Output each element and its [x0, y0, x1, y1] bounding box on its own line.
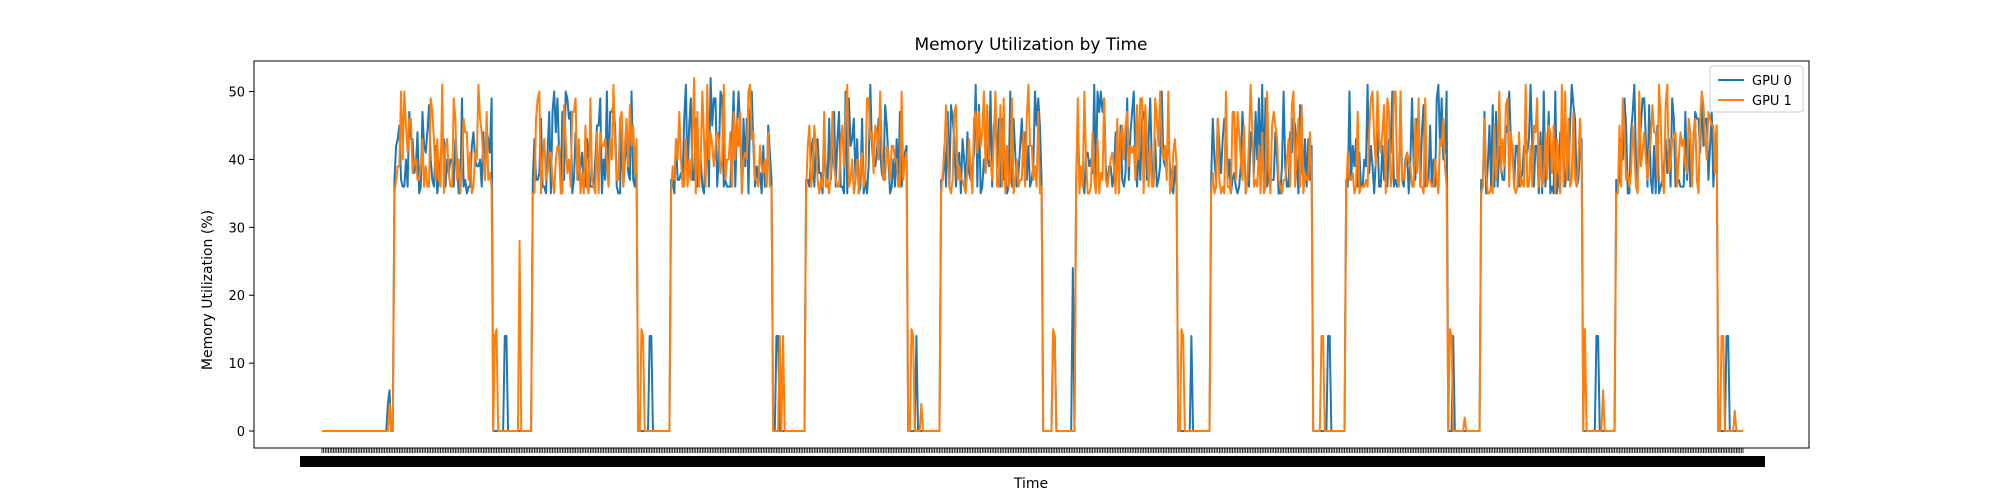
series-layer: [322, 76, 1743, 433]
plot-frame: [253, 60, 1810, 449]
y-tick-label: 50: [228, 86, 245, 101]
y-tick-label: 40: [228, 153, 245, 168]
legend-label-gpu1: GPU 1: [1752, 94, 1792, 109]
legend-label-gpu0: GPU 0: [1752, 74, 1792, 89]
x-tick-marks: [321, 448, 1744, 453]
chart-title: Memory Utilization by Time: [915, 35, 1148, 55]
y-tick-label: 20: [228, 289, 245, 304]
x-tick-labels-overlapped: [300, 456, 1765, 467]
x-axis-ticks: [300, 448, 1765, 467]
y-axis-label: Memory Utilization (%): [200, 210, 216, 370]
y-tick-label: 0: [237, 425, 245, 440]
y-axis-ticks: 0 10 20 30 40 50: [228, 86, 254, 440]
legend: GPU 0 GPU 1: [1709, 65, 1804, 113]
series-line-gpu1: [322, 76, 1743, 433]
y-tick-label: 10: [228, 357, 245, 372]
x-axis-label: Time: [1013, 476, 1048, 492]
y-tick-label: 30: [228, 221, 245, 236]
